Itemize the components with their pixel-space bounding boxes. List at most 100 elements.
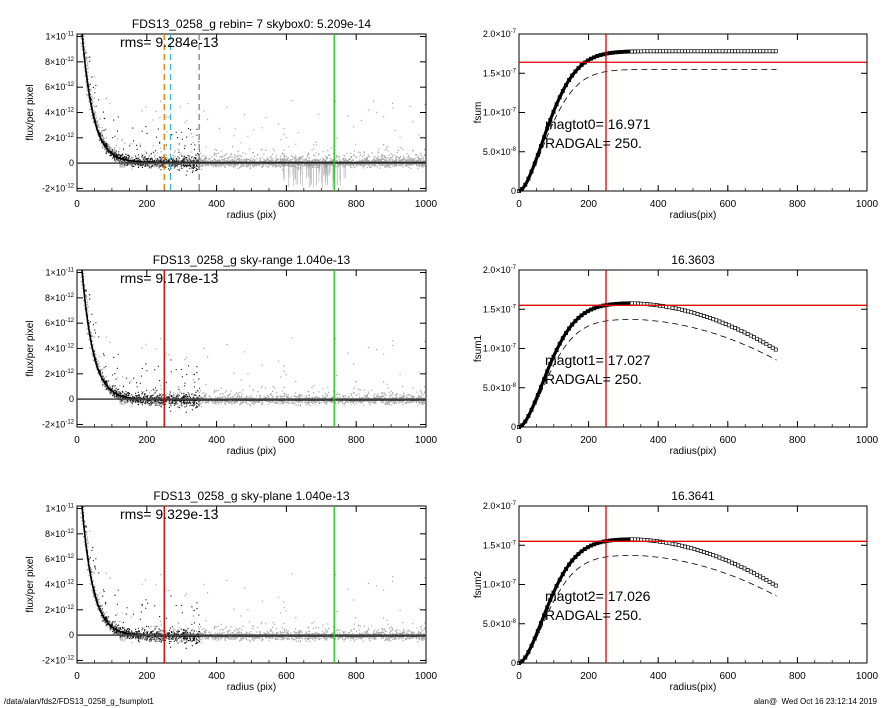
x-axis-label: radius (pix) — [227, 682, 276, 693]
profile-line — [81, 270, 426, 401]
curve-symbols — [517, 49, 778, 193]
chart-0: 0 200 400 600 800 1000 -2×10-12 0 2×10-12 4×10-12… — [25, 17, 438, 221]
y-tick-label: 1×10-11 — [45, 32, 74, 42]
x-tick-label: 800 — [789, 435, 806, 446]
x-tick-label: 800 — [789, 199, 806, 210]
galaxy-pixels-scatter — [82, 275, 201, 413]
y-axis-label: fsum — [473, 102, 484, 124]
x-tick-label: 600 — [278, 671, 295, 682]
rms-annotation: rms= 9.329e-13 — [120, 506, 219, 522]
y-tick-label: 1.0×10-7 — [483, 108, 517, 118]
x-tick-label: 1000 — [415, 199, 438, 210]
sky-pixels-scatter — [80, 34, 426, 171]
y-axis-label: flux/per pixel — [25, 320, 36, 376]
y-tick-label: 2×10-12 — [45, 133, 75, 143]
x-tick-label: 1000 — [856, 435, 879, 446]
x-axis-label: radius(pix) — [670, 682, 717, 693]
y-tick-label: 5.0×10-8 — [483, 619, 517, 629]
y-tick-label: -2×10-12 — [42, 183, 75, 193]
y-tick-label: 0 — [511, 422, 516, 432]
rms-annotation: rms= 9.284e-13 — [120, 34, 219, 50]
chart-1: 0 200 400 600 800 1000 0 5.0×10-8 1.0×10-7 1.5×10… — [473, 29, 879, 221]
profile-line — [81, 506, 426, 637]
y-tick-label: 1.0×10-7 — [483, 344, 517, 354]
x-tick-label: 400 — [650, 199, 667, 210]
x-tick-label: 400 — [208, 435, 225, 446]
y-tick-label: 0 — [511, 658, 516, 668]
x-tick-label: 600 — [278, 199, 295, 210]
magtot-label: magtot1= 17.027 — [545, 352, 651, 368]
x-tick-label: 600 — [278, 435, 295, 446]
y-tick-label: 4×10-12 — [45, 108, 75, 118]
y-tick-label: 1.5×10-7 — [483, 540, 517, 550]
y-tick-label: 0 — [69, 158, 74, 168]
x-tick-label: 1000 — [856, 199, 879, 210]
chart-title: 16.3603 — [671, 253, 715, 267]
x-tick-label: 800 — [348, 671, 365, 682]
y-axis-label: fsum1 — [473, 334, 484, 362]
chart-title: FDS13_0258_g sky-plane 1.040e-13 — [153, 489, 349, 503]
chart-title: FDS13_0258_g sky-range 1.040e-13 — [153, 253, 351, 267]
y-tick-label: 0 — [69, 630, 74, 640]
x-tick-label: 200 — [580, 435, 597, 446]
chart-4: 0 200 400 600 800 1000 -2×10-12 0 2×10-12 4×10-12… — [25, 489, 438, 693]
galaxy-pixels-scatter — [82, 506, 201, 649]
chart-3: 0 200 400 600 800 1000 0 5.0×10-8 1.0×10-7 1.5×10… — [473, 253, 879, 457]
x-tick-label: 1000 — [415, 435, 438, 446]
y-tick-label: 0 — [69, 394, 74, 404]
x-tick-label: 200 — [580, 671, 597, 682]
x-axis-label: radius(pix) — [670, 210, 717, 221]
y-tick-label: 8×10-12 — [45, 529, 75, 539]
axes-frame — [76, 33, 427, 192]
x-tick-label: 600 — [719, 435, 736, 446]
axes-frame — [518, 505, 868, 664]
x-tick-label: 400 — [650, 671, 667, 682]
y-tick-label: 1.5×10-7 — [483, 304, 517, 314]
x-tick-label: 0 — [74, 671, 80, 682]
magtot-label: magtot0= 16.971 — [545, 116, 651, 132]
y-tick-label: 4×10-12 — [45, 580, 75, 590]
y-tick-label: 2×10-12 — [45, 369, 75, 379]
x-tick-label: 400 — [650, 435, 667, 446]
rms-annotation: rms= 9.178e-13 — [120, 270, 219, 286]
x-tick-label: 200 — [138, 671, 155, 682]
footer-path: /data/alan/fds2/FDS13_0258_g_fsumplot1 — [4, 697, 154, 706]
radgal-label: RADGAL= 250. — [545, 371, 642, 387]
axes-frame — [518, 269, 868, 428]
x-axis-label: radius (pix) — [227, 446, 276, 457]
plot-area — [77, 34, 426, 191]
chart-2: 0 200 400 600 800 1000 -2×10-12 0 2×10-12 4×10-12… — [25, 253, 438, 457]
y-tick-label: 2×10-12 — [45, 605, 75, 615]
x-axis-label: radius (pix) — [227, 210, 276, 221]
x-tick-label: 0 — [74, 435, 80, 446]
x-tick-label: 200 — [580, 199, 597, 210]
y-tick-label: -2×10-12 — [42, 655, 75, 665]
y-tick-label: 6×10-12 — [45, 82, 75, 92]
chart-5: 0 200 400 600 800 1000 0 5.0×10-8 1.0×10-7 1.5×10… — [473, 489, 879, 693]
radgal-label: RADGAL= 250. — [545, 607, 642, 623]
x-tick-label: 0 — [74, 199, 80, 210]
y-tick-label: 6×10-12 — [45, 318, 75, 328]
y-tick-label: 8×10-12 — [45, 57, 75, 67]
cumulative-curve — [518, 537, 631, 665]
dashed-curve — [518, 319, 777, 428]
y-tick-label: -2×10-12 — [42, 419, 75, 429]
x-tick-label: 200 — [138, 199, 155, 210]
dashed-curve — [518, 555, 777, 664]
chart-title: FDS13_0258_g rebin= 7 skybox0: 5.209e-14 — [132, 17, 371, 31]
y-axis-label: flux/per pixel — [25, 556, 36, 612]
y-tick-label: 2.0×10-7 — [483, 265, 517, 275]
y-tick-label: 1.0×10-7 — [483, 580, 517, 590]
footer-timestamp: alan@ Wed Oct 16 23:12:14 2019 — [753, 697, 877, 706]
x-tick-label: 400 — [208, 671, 225, 682]
y-tick-label: 1×10-11 — [45, 268, 74, 278]
x-tick-label: 800 — [789, 671, 806, 682]
x-tick-label: 0 — [516, 671, 522, 682]
x-tick-label: 0 — [516, 199, 522, 210]
x-tick-label: 0 — [516, 435, 522, 446]
x-tick-label: 600 — [719, 671, 736, 682]
y-tick-label: 4×10-12 — [45, 344, 75, 354]
x-tick-label: 200 — [138, 435, 155, 446]
cumulative-curve — [518, 301, 631, 429]
